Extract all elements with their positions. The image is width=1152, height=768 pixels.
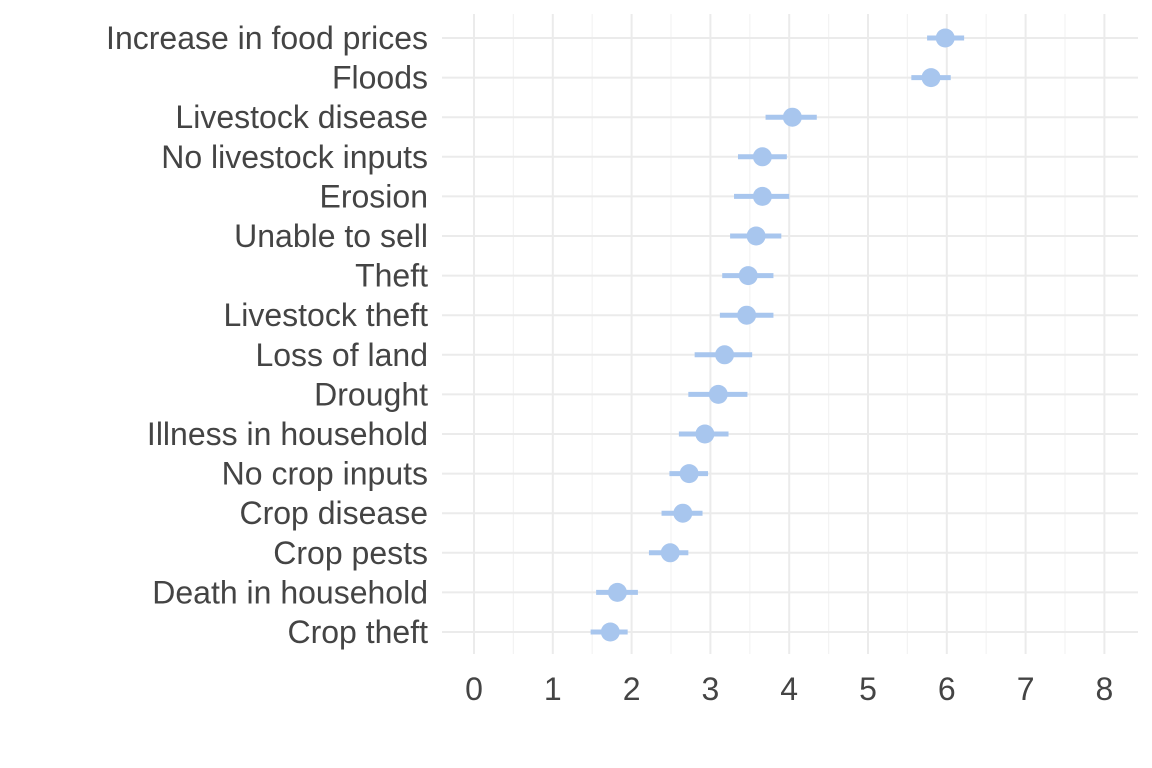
minor-gridlines [512,14,1066,654]
category-label: Loss of land [255,337,428,373]
x-tick-label: 4 [780,671,798,707]
data-point [673,503,693,523]
data-point [715,345,735,365]
category-label: Unable to sell [234,218,428,254]
category-label: Crop disease [239,495,428,531]
data-point [679,464,699,484]
data-point [600,622,620,642]
data-point [746,226,766,246]
x-tick-label: 7 [1017,671,1035,707]
major-gridlines [442,14,1138,654]
data-point [607,582,627,602]
category-label: Drought [314,376,428,412]
category-label: Livestock disease [175,99,428,135]
category-label: No livestock inputs [161,139,428,175]
x-tick-label: 0 [465,671,483,707]
x-axis-tick-labels: 0 1 2 3 4 5 6 7 8 [465,671,1113,707]
category-label: Crop theft [287,614,428,650]
data-point [782,107,802,127]
x-tick-label: 5 [859,671,877,707]
x-tick-label: 1 [544,671,562,707]
data-point [738,266,758,286]
category-label: Crop pests [273,535,428,571]
data-point [737,305,757,325]
data-marks [590,28,965,642]
category-label: Illness in household [147,416,428,452]
x-tick-label: 8 [1096,671,1114,707]
category-label: Livestock theft [223,297,428,333]
data-point [935,28,955,48]
category-label: Increase in food prices [106,20,428,56]
data-point [752,147,772,167]
x-tick-label: 6 [938,671,956,707]
data-point [752,186,772,206]
category-label: Theft [355,258,428,294]
x-tick-label: 2 [623,671,641,707]
x-tick-label: 3 [702,671,720,707]
category-label: Death in household [152,574,428,610]
data-point [660,543,680,563]
category-label: Erosion [320,178,429,214]
data-point [695,424,715,444]
data-point [708,384,728,404]
category-label: No crop inputs [222,456,428,492]
data-point [921,68,941,88]
category-label: Floods [332,60,428,96]
